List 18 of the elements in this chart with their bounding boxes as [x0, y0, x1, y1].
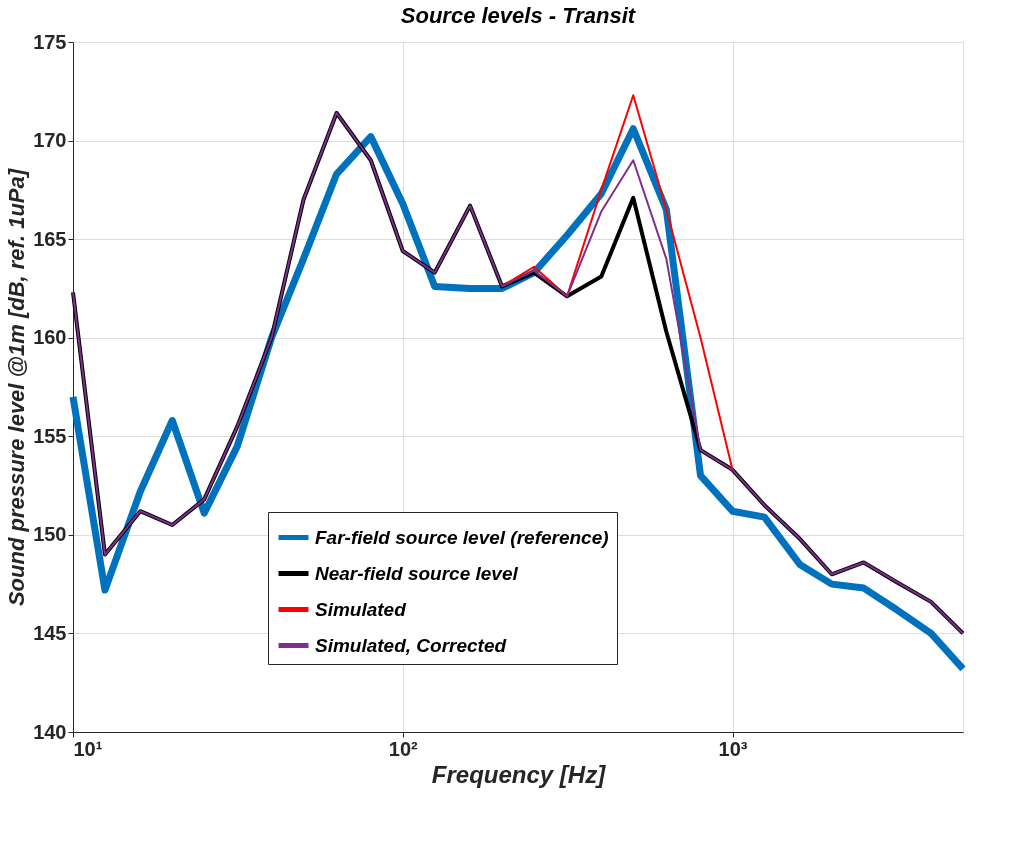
- y-tick-label: 150: [33, 523, 67, 546]
- y-axis-title: Sound pressure level @1m [dB, ref. 1uPa]: [4, 168, 30, 607]
- x-tick-label: 10³: [718, 737, 748, 760]
- x-tick-label: 10¹: [73, 737, 103, 760]
- legend-label: Simulated: [315, 598, 407, 620]
- x-tick-label: 10²: [388, 737, 419, 760]
- legend-label: Near-field source level: [315, 562, 519, 584]
- y-tick-label: 160: [33, 326, 67, 349]
- y-tick-label: 170: [33, 129, 67, 152]
- y-tick-label: 145: [33, 621, 67, 644]
- chart-title: Source levels - Transit: [400, 3, 637, 28]
- y-tick-label: 140: [33, 720, 67, 743]
- y-tick-label: 155: [33, 424, 67, 447]
- legend-label: Far-field source level (reference): [315, 526, 609, 548]
- y-tick-label: 165: [33, 227, 67, 250]
- legend-label: Simulated, Corrected: [315, 634, 507, 656]
- x-axis-title: Frequency [Hz]: [431, 760, 607, 788]
- y-tick-label: 175: [33, 30, 67, 53]
